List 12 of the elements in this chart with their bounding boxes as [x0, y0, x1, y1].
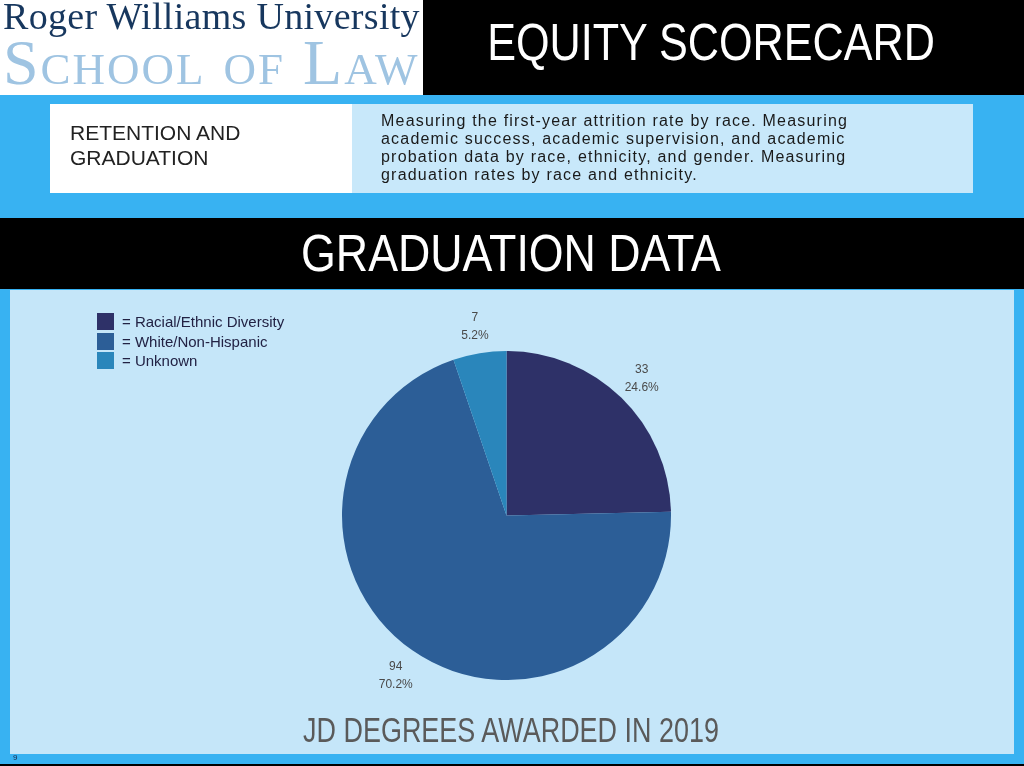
text: EQUITY SCORECARD: [487, 12, 935, 72]
data-label: 33 24.6%: [624, 362, 660, 395]
text: RETENTION AND GRADUATION: [70, 120, 242, 170]
text: JD DEGREES AWARDED IN 2019: [303, 709, 719, 751]
text: Measuring the first-year attrition rate by race. Measuring academic success, academic supervision, and academic probation data by race, ethnicity, and gender. Measuring graduation rates by race and ethnicity.: [381, 112, 850, 184]
data-label: 7 5.2%: [461, 309, 489, 342]
legend-label: = Unknown: [122, 352, 198, 370]
legend-label: = Racial/Ethnic Diversity: [122, 313, 285, 331]
text: 9: [13, 753, 18, 762]
data-label: 94 70.2%: [378, 659, 414, 692]
chart-title: GRADUATION DATA: [301, 223, 721, 283]
legend-label: = White/Non-Hispanic: [122, 332, 268, 350]
